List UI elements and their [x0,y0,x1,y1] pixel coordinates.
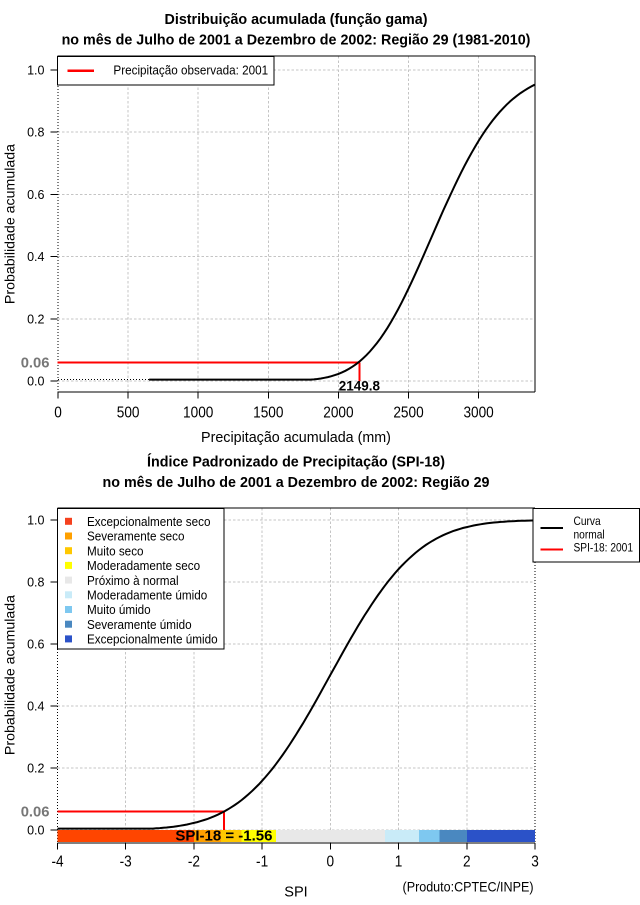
svg-text:Próximo à normal: Próximo à normal [87,573,179,588]
svg-text:(Produto:CPTEC/INPE): (Produto:CPTEC/INPE) [403,879,534,895]
svg-text:-2: -2 [188,854,200,871]
svg-text:-1: -1 [256,854,268,871]
svg-text:0.0: 0.0 [27,375,44,389]
svg-text:Severamente seco: Severamente seco [87,529,185,544]
svg-text:Muito seco: Muito seco [87,544,144,559]
svg-text:0.2: 0.2 [27,312,44,326]
svg-text:1.0: 1.0 [27,514,44,528]
svg-text:3: 3 [531,854,539,871]
svg-text:0.06: 0.06 [21,804,50,820]
svg-text:Probabilidade acumulada: Probabilidade acumulada [3,144,19,304]
svg-text:2500: 2500 [393,405,423,422]
svg-text:0: 0 [54,405,62,422]
svg-text:0.8: 0.8 [27,126,44,140]
svg-text:Severamente úmido: Severamente úmido [87,617,192,632]
svg-text:no mês de Julho de 2001 a Deze: no mês de Julho de 2001 a Dezembro de 20… [62,33,531,49]
svg-text:Muito úmido: Muito úmido [87,603,151,618]
svg-text:SPI-18 = -1.56: SPI-18 = -1.56 [175,828,272,845]
svg-text:0.4: 0.4 [27,700,44,714]
svg-text:Precipitação observada: 2001: Precipitação observada: 2001 [113,63,268,78]
svg-text:Distribuição acumulada (função: Distribuição acumulada (função gama) [165,12,428,28]
svg-text:0.8: 0.8 [27,576,44,590]
svg-text:3000: 3000 [463,405,493,422]
svg-text:Excepcionalmente úmido: Excepcionalmente úmido [87,632,218,647]
svg-text:Excepcionalmente seco: Excepcionalmente seco [87,514,211,529]
svg-text:1000: 1000 [183,405,213,422]
svg-text:1.0: 1.0 [27,64,44,78]
svg-text:0: 0 [327,854,335,871]
svg-text:no mês de Julho de 2001 a Deze: no mês de Julho de 2001 a Dezembro de 20… [103,475,490,491]
svg-text:1500: 1500 [253,405,283,422]
svg-text:0.6: 0.6 [27,638,44,652]
svg-text:2149.8: 2149.8 [339,379,381,394]
svg-text:Índice Padronizado de Precipit: Índice Padronizado de Precipitação (SPI-… [147,454,445,471]
svg-text:0.6: 0.6 [27,188,44,202]
svg-text:-4: -4 [51,854,63,871]
svg-text:0.2: 0.2 [27,762,44,776]
svg-text:500: 500 [117,405,140,422]
svg-text:Probabilidade acumulada: Probabilidade acumulada [3,595,19,755]
svg-text:SPI-18: 2001: SPI-18: 2001 [574,542,633,555]
svg-text:1: 1 [395,854,403,871]
svg-text:0.0: 0.0 [27,824,44,838]
svg-text:normal: normal [574,529,605,542]
svg-text:0.4: 0.4 [27,250,44,264]
svg-text:2000: 2000 [323,405,353,422]
svg-text:Precipitação acumulada (mm): Precipitação acumulada (mm) [201,430,391,446]
svg-text:Curva: Curva [574,515,602,528]
svg-text:-3: -3 [120,854,132,871]
svg-text:2: 2 [463,854,471,871]
svg-text:Moderadamente seco: Moderadamente seco [87,559,200,574]
svg-text:SPI: SPI [284,884,307,900]
svg-text:Moderadamente úmido: Moderadamente úmido [87,588,207,603]
svg-text:0.06: 0.06 [21,355,50,371]
